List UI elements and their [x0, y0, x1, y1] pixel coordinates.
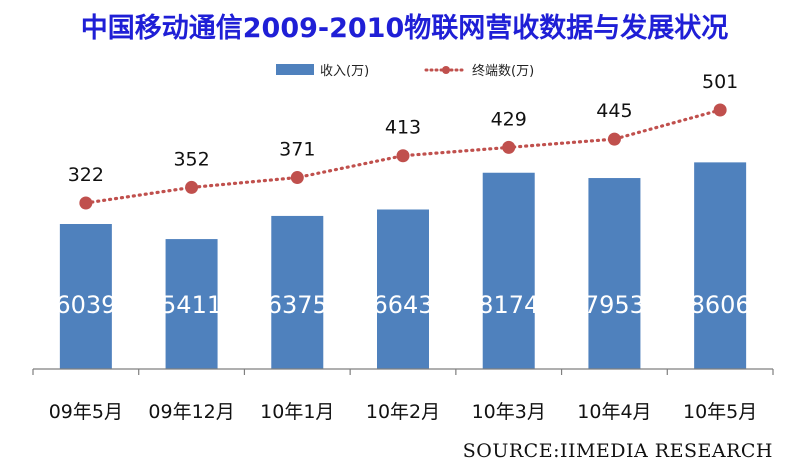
legend: 收入(万) 终端数(万) [276, 63, 534, 79]
bar-value-label: 6039 [55, 291, 116, 319]
bar-value-label: 6643 [372, 291, 433, 319]
line-point [713, 103, 727, 117]
category-label: 09年12月 [148, 401, 234, 423]
bar-value-label: 7953 [584, 291, 645, 319]
category-label: 10年1月 [260, 401, 334, 423]
bar-value-label: 6375 [267, 291, 328, 319]
line-value-label: 429 [491, 108, 527, 130]
chart-title: 中国移动通信2009-2010物联网营收数据与发展状况 [80, 13, 729, 44]
line-point [607, 132, 621, 146]
line-point [502, 140, 516, 154]
category-label: 10年5月 [683, 401, 757, 423]
legend-line-label: 终端数(万) [472, 63, 534, 79]
source-note: SOURCE:IIMEDIA RESEARCH [462, 440, 773, 462]
legend-bar-label: 收入(万) [320, 64, 369, 79]
category-label: 10年4月 [577, 401, 651, 423]
bar [271, 215, 324, 369]
legend-bar-swatch [276, 64, 314, 75]
bar [165, 239, 218, 369]
legend-line-marker [442, 66, 450, 74]
category-label: 09年5月 [49, 401, 123, 423]
line-point [185, 180, 199, 194]
line-value-label: 445 [596, 100, 632, 122]
line-value-label: 371 [279, 139, 315, 161]
line-value-label: 501 [702, 71, 738, 93]
bar-value-label: 5411 [161, 291, 222, 319]
line-point [396, 149, 410, 163]
bar [694, 162, 747, 369]
bar [588, 178, 641, 369]
line-value-label: 413 [385, 117, 421, 139]
bar-value-label: 8174 [478, 291, 539, 319]
line-point [79, 196, 93, 210]
line-value-label: 322 [68, 164, 104, 186]
line-value-label: 352 [173, 148, 209, 170]
bar [59, 224, 112, 369]
category-label: 10年2月 [366, 401, 440, 423]
line-point [290, 171, 304, 185]
category-label: 10年3月 [472, 401, 546, 423]
bar [377, 209, 429, 369]
bar [482, 172, 535, 369]
bar-value-label: 8606 [690, 291, 751, 319]
